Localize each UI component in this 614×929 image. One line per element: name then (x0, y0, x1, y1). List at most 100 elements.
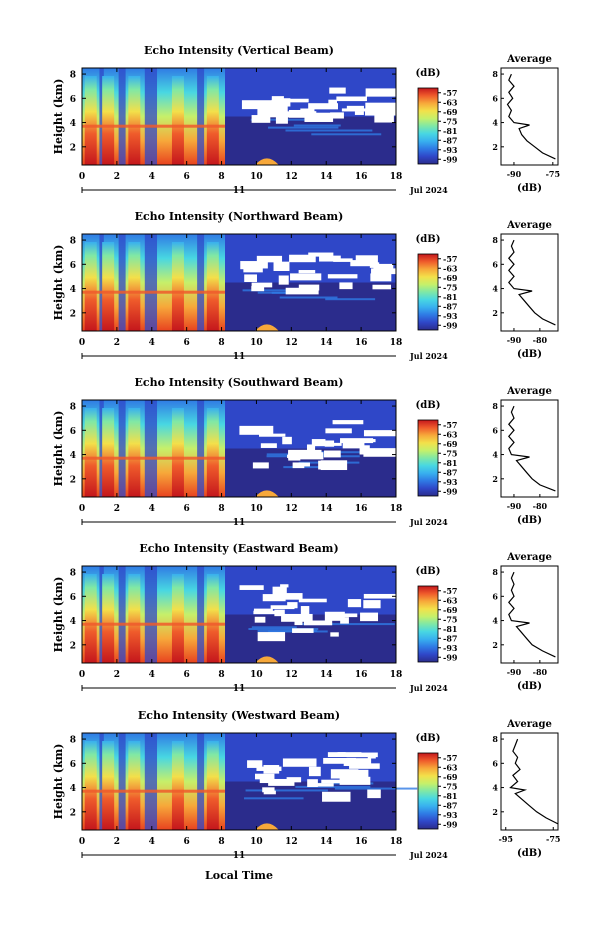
no-data-patch (292, 462, 305, 469)
echo-streak (279, 296, 338, 299)
convective-column (84, 76, 97, 165)
colorbar-tick-label: -69 (443, 439, 458, 449)
no-data-patch (339, 776, 371, 785)
no-data-patch (333, 258, 353, 262)
colorbar-tick-label: -69 (443, 772, 458, 782)
convective-column (171, 76, 184, 165)
x-tick-label: 2 (114, 670, 120, 680)
convective-column (206, 76, 219, 165)
weak-echo-gap (99, 733, 104, 830)
plot-frame (81, 67, 397, 166)
no-data-patch (341, 108, 375, 112)
no-data-patch (374, 112, 394, 123)
colorbar-tick-label: -75 (443, 614, 457, 624)
x-tick-label: 4 (149, 837, 155, 847)
avg-y-tick-label: 4 (492, 118, 498, 128)
date-label: Jul 2024 (409, 185, 448, 195)
weak-echo-gap (197, 733, 205, 830)
avg-x-tick-label: -80 (533, 335, 548, 345)
avg-y-tick-label: 4 (492, 450, 498, 460)
avg-x-tick-label: -80 (533, 667, 548, 677)
date-label: Jul 2024 (409, 351, 448, 361)
no-data-patch (251, 115, 271, 123)
no-data-patch (336, 96, 367, 102)
no-data-patch (260, 443, 277, 448)
colorbar-tick-label: -87 (443, 467, 457, 477)
average-profile-line (508, 405, 556, 492)
y-tick-label: 6 (70, 427, 76, 437)
colorbar-unit: (dB) (416, 733, 441, 744)
echo-bump (254, 158, 279, 165)
x-tick-label: 18 (390, 670, 403, 680)
weak-echo-gap (118, 566, 126, 663)
x-tick-label: 6 (184, 504, 190, 514)
echo-bump (254, 324, 279, 331)
no-data-patch (268, 778, 295, 786)
echo-streak (245, 789, 328, 792)
no-data-patch (282, 758, 317, 767)
weak-echo-gap (197, 68, 205, 165)
no-data-patch (324, 440, 335, 447)
convective-column (102, 741, 115, 830)
plot-frame (81, 565, 397, 664)
avg-y-tick-label: 6 (492, 591, 498, 601)
weak-echo-gap (118, 400, 126, 497)
y-tick-label: 8 (70, 237, 76, 247)
no-data-patch (285, 287, 319, 295)
no-data-patch (254, 773, 275, 780)
no-data-patch (259, 433, 286, 437)
average-title: Average (506, 719, 552, 730)
beam-panel: Echo Intensity (Vertical Beam) 2 4 6 8 Height… (52, 44, 560, 196)
average-profile-line (508, 239, 556, 326)
no-data-patch (371, 268, 396, 275)
weak-echo-gap (99, 234, 104, 331)
panel-title: Echo Intensity (Northward Beam) (135, 210, 344, 223)
beam-panel: Echo Intensity (Eastward Beam) 2 4 6 8 Height… (52, 542, 559, 694)
weak-echo-gap (118, 733, 126, 830)
heatmap (82, 566, 396, 663)
colorbar-tick-label: -99 (443, 154, 458, 164)
no-data-patch (298, 270, 316, 274)
convective-column (102, 242, 115, 331)
bright-layer (82, 456, 226, 460)
no-data-patch (324, 450, 341, 458)
echo-streak (334, 787, 418, 790)
weak-echo-gap (99, 400, 104, 497)
weak-echo-gap (144, 400, 158, 497)
no-data-patch (257, 108, 286, 118)
x-tick-label: 8 (218, 338, 224, 348)
no-data-patch (298, 284, 320, 291)
colorbar-tick-label: -63 (443, 97, 458, 107)
convective-column (102, 408, 115, 497)
colorbar-tick-label: -63 (443, 762, 458, 772)
panel-title: Echo Intensity (Eastward Beam) (139, 542, 338, 555)
no-data-patch (319, 255, 341, 262)
colorbar-tick-label: -75 (443, 448, 457, 458)
x-tick-label: 10 (250, 338, 263, 348)
no-data-patch (274, 609, 285, 617)
no-data-patch (360, 612, 379, 622)
average-profile: Average 2 4 6 8 -90 -80 (dB) (492, 552, 559, 692)
beam-panel: Echo Intensity (Westward Beam) 2 4 6 8 Height… (52, 709, 560, 861)
no-data-patch (365, 88, 396, 97)
colorbar-unit: (dB) (416, 68, 441, 79)
date-label: Jul 2024 (409, 517, 448, 527)
avg-y-tick-label: 2 (492, 308, 498, 318)
y-tick-label: 8 (70, 403, 76, 413)
echo-streak (298, 623, 395, 626)
no-data-patch (325, 428, 352, 434)
echo-streak (283, 466, 331, 469)
x-tick-label: 8 (218, 172, 224, 182)
no-data-patch (363, 430, 396, 437)
convective-column (206, 741, 219, 830)
average-frame (500, 399, 559, 498)
x-tick-label: 18 (390, 172, 403, 182)
x-tick-label: 12 (285, 837, 298, 847)
y-tick-label: 8 (70, 71, 76, 81)
no-data-patch (367, 753, 376, 759)
no-data-patch (265, 103, 288, 112)
beam-panel: Echo Intensity (Southward Beam) 2 4 6 8 Heigh… (52, 376, 559, 528)
x-tick-label: 4 (149, 670, 155, 680)
colorbar-tick-label: -93 (443, 311, 458, 321)
no-data-patch (247, 261, 268, 269)
